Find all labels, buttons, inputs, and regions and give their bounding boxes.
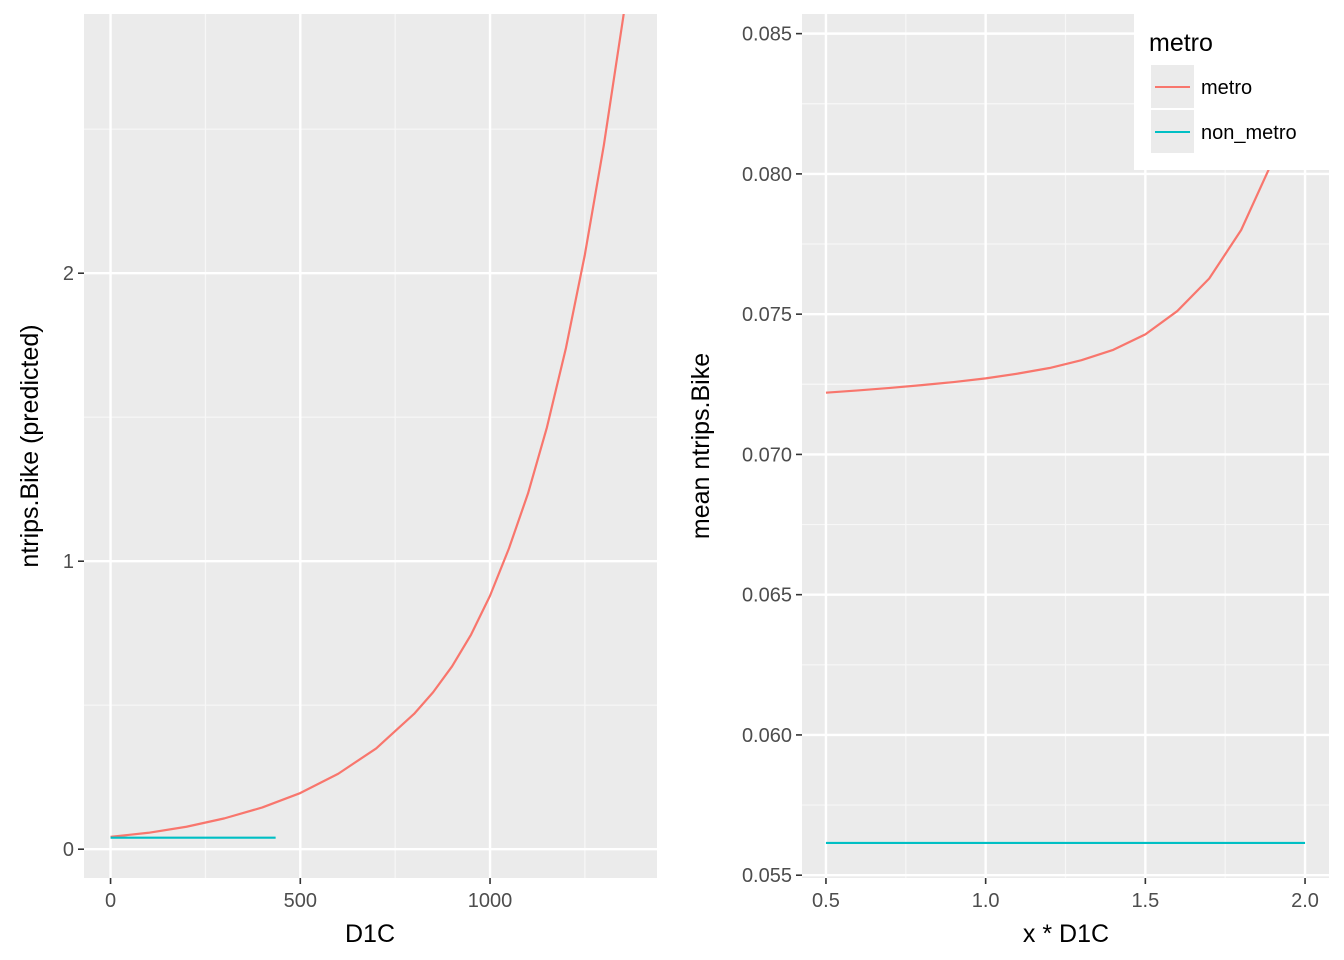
right-y-axis-title: mean ntrips.Bike: [687, 353, 715, 539]
right-x-tick-label: 0.5: [812, 890, 840, 912]
left-x-tick-label: 1000: [468, 890, 513, 912]
right-x-axis-title: x * D1C: [1023, 920, 1109, 948]
right-y-tick-label: 0.065: [742, 585, 792, 607]
left-plot-background: [84, 14, 657, 878]
right-series-group: [825, 55, 1307, 845]
right-y-tick-label: 0.070: [742, 444, 792, 466]
right-y-tick-label: 0.075: [742, 304, 792, 326]
legend-label-metro: metro: [1201, 77, 1252, 99]
left-chart-panel: 0 500 1000 0 1 2: [63, 14, 657, 912]
right-x-tick-label: 1.5: [1131, 890, 1159, 912]
left-y-tick-label: 0: [63, 839, 74, 861]
right-chart-panel: 0.5 1.0 1.5 2.0 0.055 0.060 0.065 0.070 0.075 0.0…: [742, 14, 1329, 912]
right-y-tick-label: 0.080: [742, 164, 792, 186]
left-x-axis-title: D1C: [345, 920, 395, 948]
right-x-tick-label: 2.0: [1291, 890, 1319, 912]
legend-title: metro: [1149, 29, 1213, 57]
left-y-tick-label: 1: [63, 551, 74, 573]
right-y-tick-label: 0.060: [742, 725, 792, 747]
right-y-tick-label: 0.055: [742, 865, 792, 887]
right-series-line-metro: [825, 55, 1307, 394]
right-y-tick-label: 0.085: [742, 24, 792, 46]
legend-label-non-metro: non_metro: [1201, 122, 1297, 144]
left-x-tick-label: 0: [105, 890, 116, 912]
right-x-tick-label: 1.0: [972, 890, 1000, 912]
left-y-axis-title: ntrips.Bike (predicted): [16, 324, 44, 567]
legend: metro metro non_metro: [1134, 14, 1330, 170]
left-y-tick-label: 2: [63, 263, 74, 285]
left-series-group: [110, 14, 625, 839]
left-series-line-metro: [110, 14, 625, 838]
left-x-tick-label: 500: [284, 890, 317, 912]
